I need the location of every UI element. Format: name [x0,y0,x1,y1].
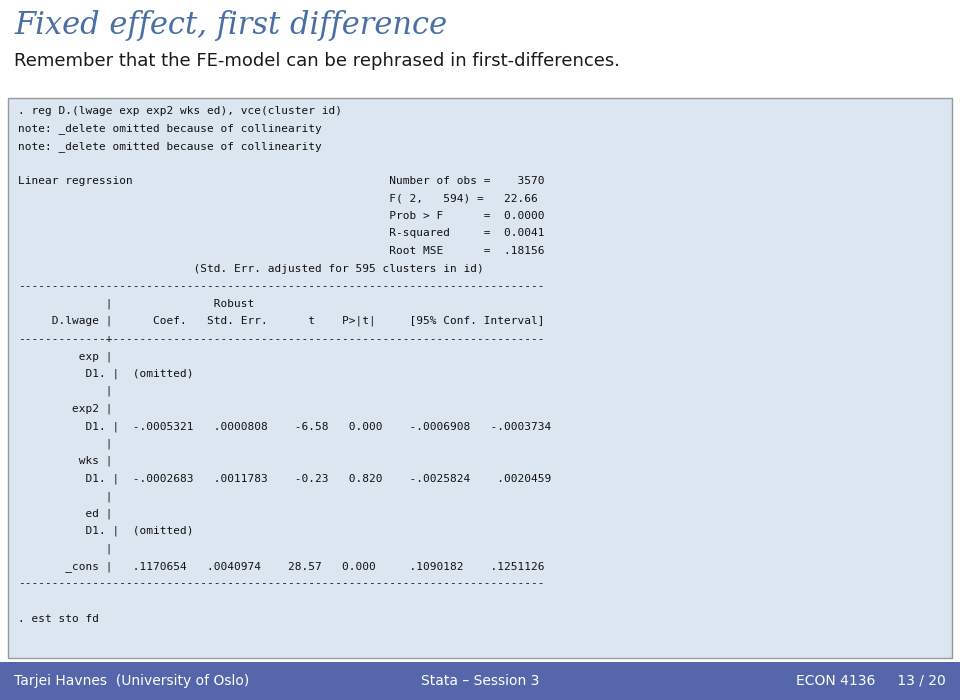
Text: Root MSE      =  .18156: Root MSE = .18156 [18,246,544,256]
Text: |: | [18,491,112,501]
Text: ------------------------------------------------------------------------------: ----------------------------------------… [18,578,544,589]
Text: Remember that the FE-model can be rephrased in first-differences.: Remember that the FE-model can be rephra… [14,52,620,70]
Text: D.lwage |      Coef.   Std. Err.      t    P>|t|     [95% Conf. Interval]: D.lwage | Coef. Std. Err. t P>|t| [95% C… [18,316,544,326]
Text: ------------------------------------------------------------------------------: ----------------------------------------… [18,281,544,291]
Text: D1. |  -.0005321   .0000808    -6.58   0.000    -.0006908   -.0003734: D1. | -.0005321 .0000808 -6.58 0.000 -.0… [18,421,551,431]
Text: . est sto fd: . est sto fd [18,613,99,624]
Text: Fixed effect, first difference: Fixed effect, first difference [14,10,447,41]
Text: |: | [18,438,112,449]
Text: exp |: exp | [18,351,112,361]
Text: Linear regression                                      Number of obs =    3570: Linear regression Number of obs = 3570 [18,176,544,186]
Text: Tarjei Havnes  (University of Oslo): Tarjei Havnes (University of Oslo) [14,674,250,688]
Text: D1. |  (omitted): D1. | (omitted) [18,368,194,379]
Text: note: _delete omitted because of collinearity: note: _delete omitted because of colline… [18,123,322,134]
Text: ECON 4136     13 / 20: ECON 4136 13 / 20 [796,674,946,688]
Text: wks |: wks | [18,456,112,466]
Text: (Std. Err. adjusted for 595 clusters in id): (Std. Err. adjusted for 595 clusters in … [18,263,484,274]
Text: ed |: ed | [18,508,112,519]
Text: |: | [18,543,112,554]
Text: |               Robust: | Robust [18,298,254,309]
Text: exp2 |: exp2 | [18,403,112,414]
Text: . reg D.(lwage exp exp2 wks ed), vce(cluster id): . reg D.(lwage exp exp2 wks ed), vce(clu… [18,106,342,116]
Text: Stata – Session 3: Stata – Session 3 [420,674,540,688]
Text: D1. |  (omitted): D1. | (omitted) [18,526,194,536]
Text: R-squared     =  0.0041: R-squared = 0.0041 [18,228,544,239]
Text: |: | [18,386,112,396]
Text: _cons |   .1170654   .0040974    28.57   0.000     .1090182    .1251126: _cons | .1170654 .0040974 28.57 0.000 .1… [18,561,544,572]
Text: Prob > F      =  0.0000: Prob > F = 0.0000 [18,211,544,221]
Text: F( 2,   594) =   22.66: F( 2, 594) = 22.66 [18,193,538,204]
Text: note: _delete omitted because of collinearity: note: _delete omitted because of colline… [18,141,322,152]
Bar [8,98,952,658]
Text: -------------+----------------------------------------------------------------: -------------+--------------------------… [18,333,544,344]
Bar [0,662,960,700]
Text: D1. |  -.0002683   .0011783    -0.23   0.820    -.0025824    .0020459: D1. | -.0002683 .0011783 -0.23 0.820 -.0… [18,473,551,484]
